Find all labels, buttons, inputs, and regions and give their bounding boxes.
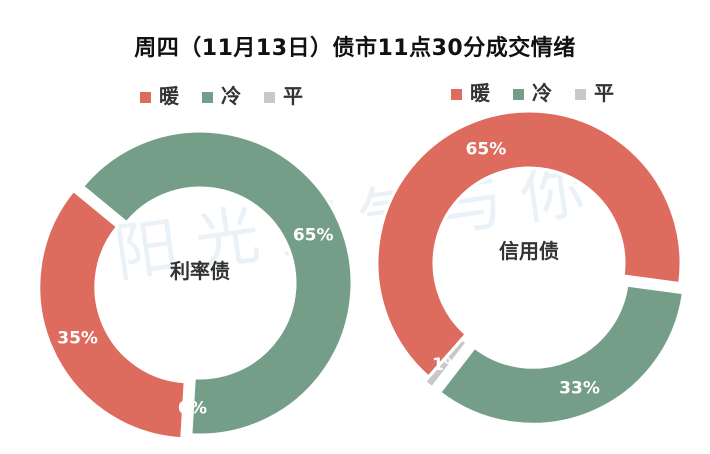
legend-swatch-1-0 xyxy=(451,89,462,100)
slice-label-0-1: 65% xyxy=(293,226,334,246)
legend-label-0-2: 平 xyxy=(283,84,303,108)
slice-0-1 xyxy=(80,129,354,437)
slice-0-0 xyxy=(37,188,187,441)
slice-1-1 xyxy=(437,283,686,426)
slice-label-1-2: 1% xyxy=(432,355,461,375)
slice-label-1-0: 65% xyxy=(466,139,507,159)
chart-title: 周四（11月13日）债市11点30分成交情绪 xyxy=(134,36,576,61)
legend-swatch-1-1 xyxy=(513,89,524,100)
slice-label-1-1: 33% xyxy=(559,379,600,399)
legend-swatch-0-0 xyxy=(140,92,151,103)
legend-swatch-0-1 xyxy=(202,92,213,103)
legend-swatch-1-2 xyxy=(575,89,586,100)
legend-label-1-0: 暖 xyxy=(470,81,491,105)
legend-swatch-0-2 xyxy=(264,92,275,103)
slice-label-0-0: 35% xyxy=(57,328,98,348)
legend-label-0-0: 暖 xyxy=(159,84,180,108)
center-label-0: 利率债 xyxy=(170,259,230,283)
slice-1-2 xyxy=(422,336,470,390)
center-label-1: 信用债 xyxy=(499,239,559,263)
slice-1-0 xyxy=(375,109,683,380)
legend-label-1-1: 冷 xyxy=(532,81,552,105)
legend-label-0-1: 冷 xyxy=(221,84,241,108)
slice-label-0-2: 0% xyxy=(178,398,207,418)
legend-label-1-2: 平 xyxy=(594,81,614,105)
